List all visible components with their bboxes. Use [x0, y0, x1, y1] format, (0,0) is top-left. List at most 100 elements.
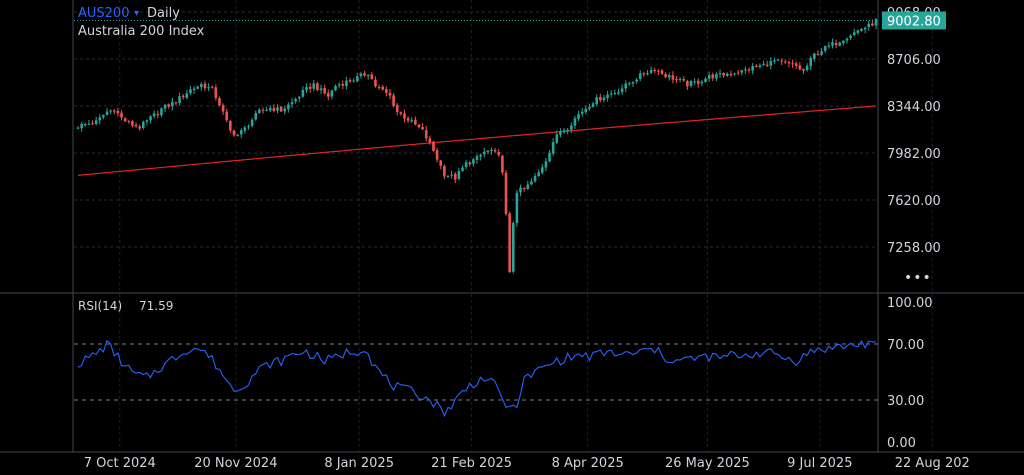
candle[interactable] [236, 133, 239, 137]
candle[interactable] [297, 96, 301, 103]
symbol-dropdown-icon[interactable]: ▾ [134, 8, 139, 19]
candle[interactable] [410, 117, 414, 124]
candle[interactable] [631, 81, 635, 87]
candle[interactable] [588, 103, 591, 111]
candle[interactable] [813, 52, 816, 62]
candle[interactable] [105, 108, 109, 116]
candle[interactable] [443, 164, 446, 180]
candle[interactable] [472, 157, 475, 167]
candle[interactable] [381, 84, 384, 91]
candle[interactable] [638, 70, 642, 82]
candle[interactable] [791, 59, 794, 68]
candle[interactable] [127, 120, 131, 124]
candle[interactable] [675, 76, 678, 83]
candle[interactable] [784, 59, 787, 65]
candle[interactable] [493, 147, 497, 153]
candle[interactable] [678, 77, 682, 83]
rsi-line[interactable] [77, 339, 877, 418]
candle[interactable] [519, 184, 522, 197]
candle[interactable] [123, 117, 127, 122]
candle[interactable] [722, 72, 725, 78]
candle[interactable] [700, 79, 704, 87]
candle[interactable] [573, 115, 577, 129]
candle[interactable] [225, 108, 229, 123]
candle[interactable] [102, 114, 105, 120]
candle[interactable] [769, 57, 773, 70]
candle[interactable] [511, 221, 515, 274]
candle[interactable] [689, 79, 693, 88]
candle[interactable] [305, 83, 308, 93]
candle[interactable] [160, 107, 163, 118]
candle[interactable] [366, 74, 370, 80]
candle[interactable] [377, 84, 381, 90]
candle[interactable] [432, 140, 435, 152]
candle[interactable] [867, 20, 871, 31]
candle[interactable] [185, 90, 189, 100]
candle[interactable] [268, 105, 272, 113]
candle[interactable] [577, 110, 580, 121]
candle[interactable] [725, 72, 729, 77]
candle[interactable] [617, 88, 620, 96]
candle[interactable] [537, 169, 540, 177]
candle[interactable] [337, 82, 341, 89]
candle[interactable] [787, 60, 791, 68]
candle[interactable] [76, 126, 80, 130]
candle[interactable] [312, 80, 316, 92]
candle[interactable] [250, 117, 254, 128]
candle[interactable] [773, 57, 776, 64]
candle[interactable] [540, 163, 544, 175]
candle[interactable] [820, 47, 823, 57]
candle[interactable] [555, 130, 559, 145]
candle[interactable] [504, 170, 508, 216]
candle[interactable] [421, 123, 424, 131]
candle[interactable] [254, 110, 258, 121]
candle[interactable] [551, 138, 555, 157]
candle[interactable] [744, 66, 747, 74]
candle[interactable] [805, 63, 809, 72]
candle[interactable] [403, 109, 406, 123]
candle[interactable] [221, 103, 225, 116]
candle[interactable] [247, 124, 250, 130]
candle[interactable] [424, 126, 428, 142]
candle[interactable] [287, 102, 290, 113]
candle[interactable] [258, 107, 261, 114]
candle[interactable] [116, 107, 120, 117]
candle[interactable] [439, 159, 443, 170]
candle[interactable] [686, 79, 689, 90]
candle[interactable] [834, 39, 838, 49]
candle[interactable] [580, 107, 584, 117]
candle[interactable] [192, 86, 196, 95]
candle[interactable] [210, 85, 214, 89]
candle[interactable] [479, 153, 482, 161]
candle[interactable] [91, 120, 94, 125]
candle[interactable] [595, 94, 598, 106]
candle[interactable] [693, 77, 696, 85]
candle[interactable] [341, 80, 345, 89]
candle[interactable] [218, 96, 221, 107]
candle[interactable] [816, 50, 820, 56]
moving-average-line[interactable] [77, 105, 877, 176]
candle[interactable] [308, 83, 312, 93]
candle[interactable] [363, 70, 366, 77]
candle[interactable] [682, 76, 686, 82]
candle[interactable] [809, 55, 813, 71]
candle[interactable] [515, 189, 519, 227]
candlestick-series[interactable] [76, 18, 878, 274]
candle[interactable] [501, 154, 504, 176]
candle[interactable] [755, 63, 758, 68]
candle[interactable] [276, 104, 279, 114]
candle[interactable] [482, 147, 486, 158]
candle[interactable] [667, 72, 671, 81]
candle[interactable] [856, 29, 860, 35]
candle[interactable] [464, 159, 468, 170]
candle[interactable] [457, 167, 461, 181]
candle[interactable] [356, 72, 359, 83]
candle[interactable] [711, 72, 715, 82]
candle[interactable] [145, 119, 149, 126]
candle[interactable] [178, 92, 181, 106]
candle[interactable] [776, 59, 780, 61]
candle[interactable] [131, 120, 134, 128]
candle[interactable] [765, 60, 769, 67]
candle[interactable] [544, 158, 548, 172]
candle[interactable] [671, 71, 675, 84]
